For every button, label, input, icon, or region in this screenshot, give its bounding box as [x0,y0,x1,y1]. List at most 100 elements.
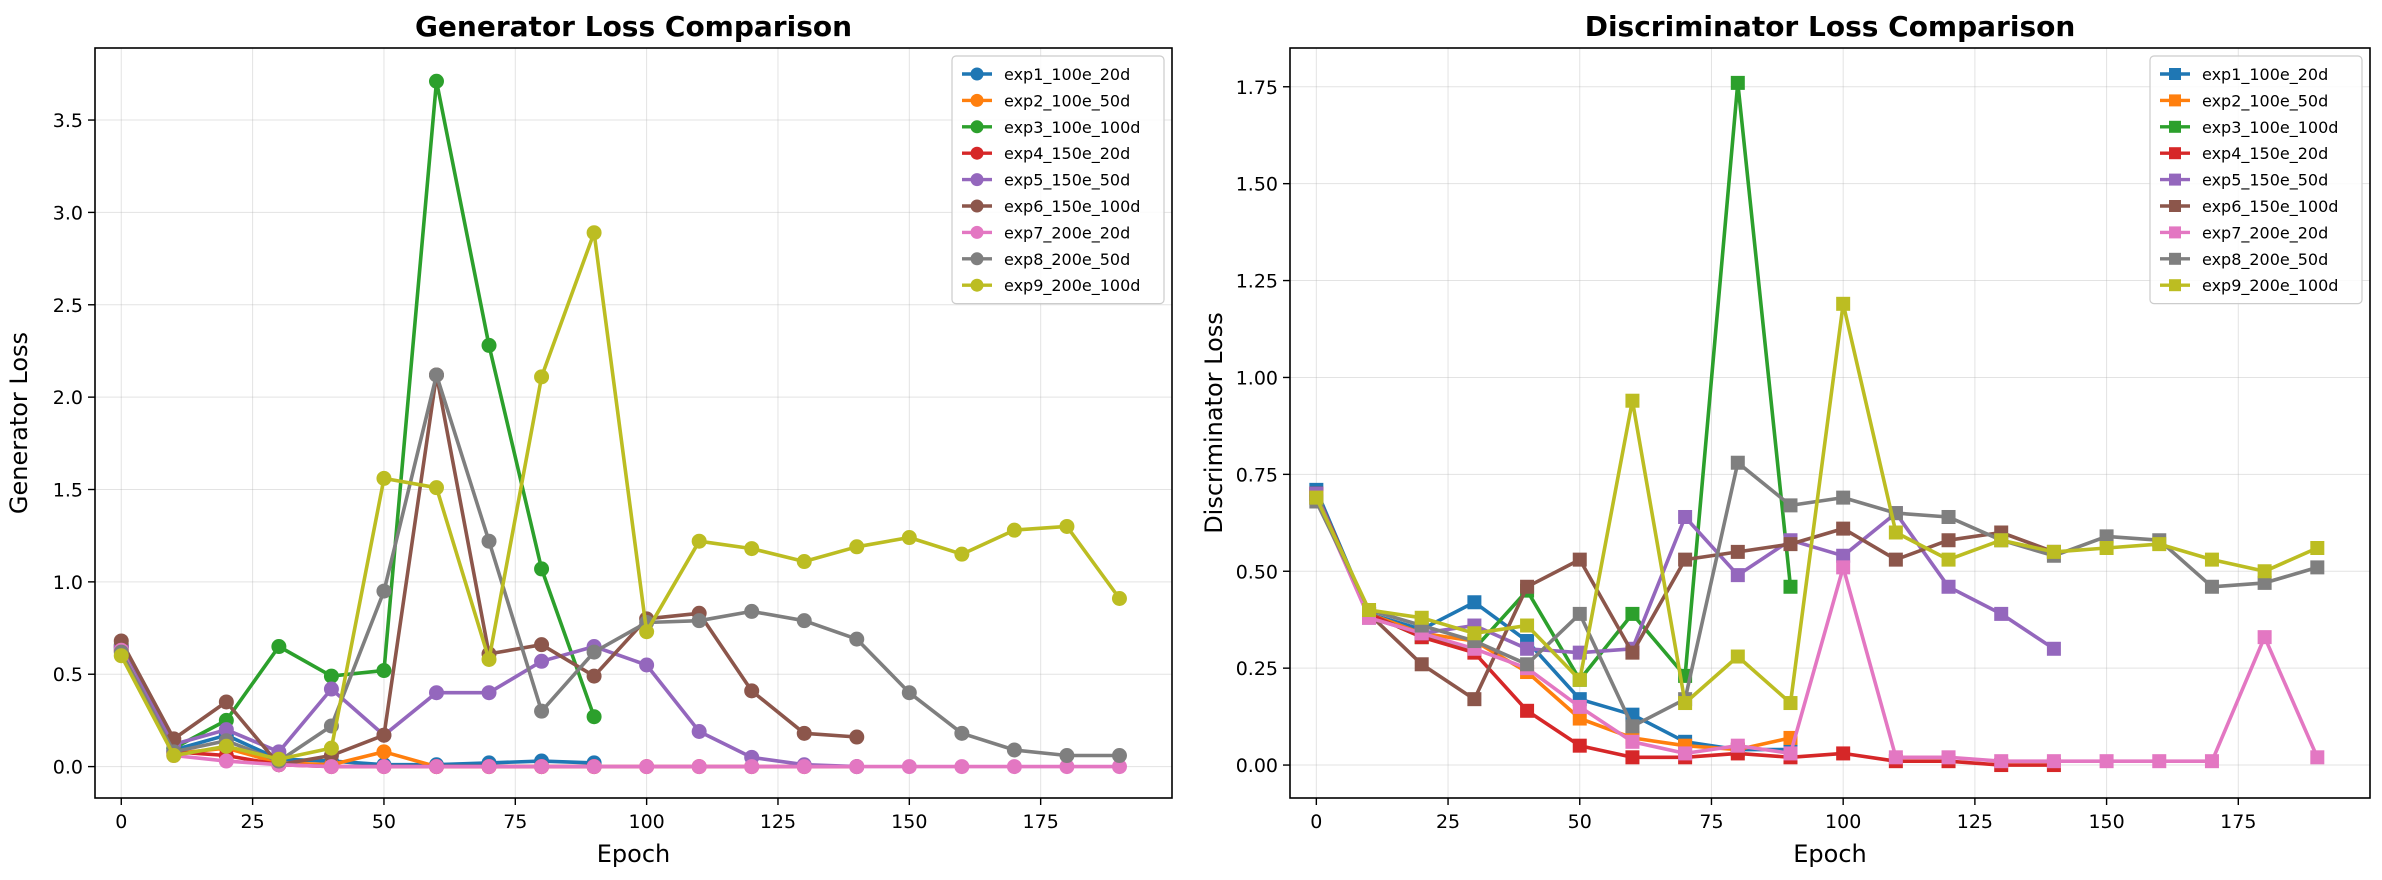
legend-item: exp9_200e_100d [962,276,1140,296]
x-tick-label: 25 [1436,811,1460,833]
legend-label: exp6_150e_100d [2202,197,2338,217]
axes-frame [94,47,1173,799]
data-point [1111,759,1127,775]
data-point [1572,711,1587,726]
legend-marker [2169,94,2181,107]
data-point [1994,606,2009,621]
data-point [166,748,182,764]
data-point [639,624,655,640]
legend-item: exp8_200e_50d [2160,250,2328,270]
legend-item: exp4_150e_20d [962,144,1130,164]
legend-label: exp2_100e_50d [1004,91,1130,111]
y-tick-label: 0.00 [1236,755,1278,777]
data-point [1520,641,1535,656]
data-point [2099,754,2114,769]
data-point [2257,630,2272,645]
legend-marker [970,120,984,134]
data-point [218,722,234,738]
data-point [376,470,392,486]
data-point [954,546,970,562]
y-tick-label: 0.25 [1236,658,1278,680]
legend-item: exp1_100e_20d [962,65,1130,85]
data-point [1520,618,1535,633]
data-point [901,530,917,546]
x-tick-label: 125 [760,811,796,833]
legend-label: exp1_100e_20d [2202,65,2328,85]
legend-marker [970,199,984,213]
data-point [2310,560,2325,575]
data-point [2257,575,2272,590]
data-point [2046,544,2061,559]
data-point [1783,746,1798,761]
data-point [323,759,339,775]
legend-item: exp4_150e_20d [2160,144,2328,164]
data-point [1836,548,1851,563]
data-point [1783,579,1798,594]
series-exp7_200e_20d [1309,490,2325,769]
data-point [1572,699,1587,714]
data-point [1730,544,1745,559]
data-point [1006,522,1022,538]
data-point [2046,754,2061,769]
x-tick-label: 0 [115,811,127,833]
legend-marker [970,93,984,107]
data-point [1059,759,1075,775]
data-point [271,639,287,655]
data-point [849,539,865,555]
legend-item: exp2_100e_50d [2160,91,2328,111]
x-tick-label: 100 [1825,811,1861,833]
data-point [954,725,970,741]
legend-item: exp6_150e_100d [2160,197,2338,217]
series-exp9_200e_100d [113,225,1127,767]
data-point [691,759,707,775]
legend-marker [970,146,984,160]
legend: exp1_100e_20d exp2_100e_50d exp3_100e_100d… [951,55,1165,305]
data-point [2204,754,2219,769]
data-point [1572,672,1587,687]
legend-item: exp3_100e_100d [962,118,1140,138]
data-point [2152,754,2167,769]
data-point [1362,603,1377,618]
legend-label: exp6_150e_100d [1004,197,1140,217]
data-point [1467,692,1482,707]
legend-label: exp7_200e_20d [1004,223,1130,243]
series-line [1314,496,2319,764]
legend-box [951,55,1165,305]
data-point [796,759,812,775]
data-point [2204,579,2219,594]
data-point [1625,393,1640,408]
data-point [1414,610,1429,625]
chart-panel-1: 0 25 50 75 100 125 150 175 0.0 0.5 1.0 1.5 2.0 2.5 3.0… [5,10,1173,868]
data-point [1941,533,1956,548]
x-tick-label: 150 [2088,811,2124,833]
data-point [1625,734,1640,749]
legend-label: exp8_200e_50d [1004,250,1130,270]
data-point [586,644,602,660]
data-point [1783,498,1798,513]
data-point [1888,552,1903,567]
data-point [954,759,970,775]
y-tick-label: 0.75 [1236,464,1278,486]
legend-item: exp6_150e_100d [962,197,1140,217]
data-point [849,729,865,745]
legend-box [2149,55,2363,305]
x-tick-label: 75 [503,811,527,833]
data-point [1836,746,1851,761]
data-point [2310,750,2325,765]
x-tick-label: 25 [241,811,265,833]
chart-title: Generator Loss Comparison [415,10,852,43]
legend-label: exp3_100e_100d [1004,118,1140,138]
data-point [1994,754,2009,769]
data-point [1520,657,1535,672]
x-tick-label: 75 [1699,811,1723,833]
data-point [796,725,812,741]
data-point [2046,641,2061,656]
data-point [428,480,444,496]
legend-label: exp4_150e_20d [2202,144,2328,164]
axes-frame [1289,47,2371,799]
data-point [428,367,444,383]
legend-label: exp5_150e_50d [2202,171,2328,191]
data-point [586,668,602,684]
legend-label: exp4_150e_20d [1004,144,1130,164]
